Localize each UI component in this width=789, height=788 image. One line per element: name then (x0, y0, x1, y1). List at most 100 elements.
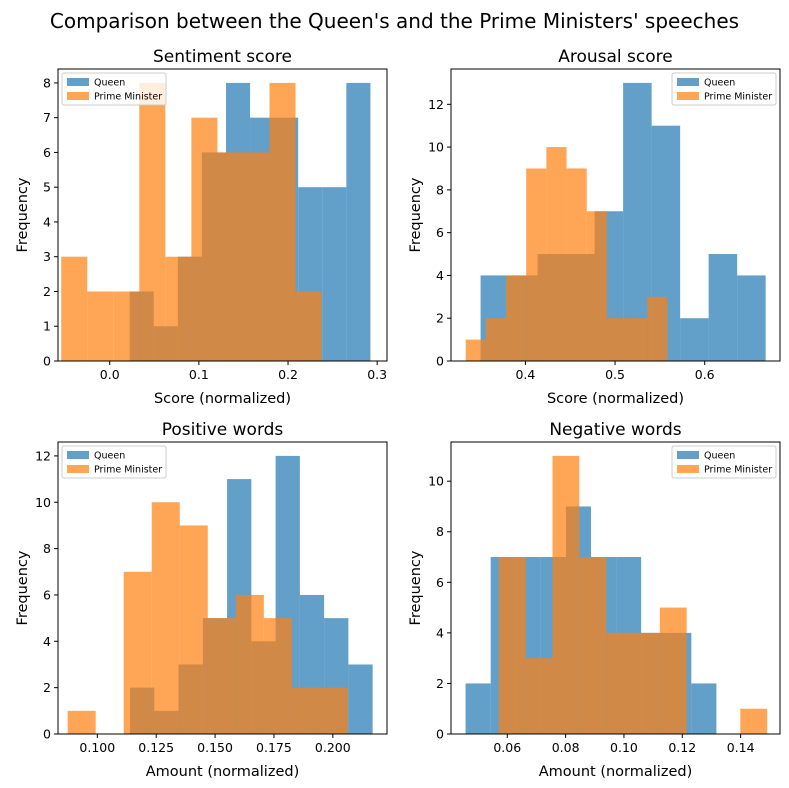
histogram-bar-prime-minister (506, 275, 527, 361)
x-tick-label: 0.08 (552, 740, 580, 755)
x-tick-label: 0.5 (605, 367, 625, 382)
histogram-bar-prime-minister (67, 710, 96, 734)
y-tick-label: 0 (436, 727, 444, 742)
histogram-bar-queen (348, 664, 373, 734)
y-axis-label: Frequency (408, 177, 424, 252)
y-tick-label: 8 (436, 182, 444, 197)
y-tick-label: 10 (35, 495, 51, 510)
histogram-bar-prime-minister (627, 318, 648, 361)
figure-title: Comparison between the Queen's and the P… (50, 9, 739, 33)
x-tick-label: 0.0 (100, 367, 120, 382)
x-axis-label: Score (normalized) (154, 391, 291, 407)
panel-title: Sentiment score (153, 47, 292, 67)
y-tick-label: 0 (43, 354, 51, 369)
y-tick-label: 6 (43, 145, 51, 160)
legend-swatch-queen (677, 78, 699, 86)
panel-title: Arousal score (558, 47, 673, 67)
histogram-bar-prime-minister (526, 168, 547, 361)
y-axis-label: Frequency (15, 550, 31, 625)
histogram-bar-prime-minister (633, 632, 660, 734)
histogram-bar-prime-minister (606, 318, 628, 361)
histogram-bar-prime-minister (465, 339, 486, 361)
histogram-bar-queen (346, 82, 371, 362)
histogram-bar-prime-minister (179, 525, 208, 734)
axes-frame (57, 68, 388, 362)
histogram-bar-prime-minister (552, 455, 580, 734)
histogram-bar-prime-minister (525, 658, 553, 734)
panel-title: Negative words (549, 420, 681, 440)
y-tick-label: 12 (428, 97, 444, 112)
legend-label-prime-minister: Prime Minister (94, 92, 162, 103)
y-tick-label: 8 (436, 524, 444, 539)
legend-label-queen: Queen (94, 78, 125, 89)
histogram-bar-prime-minister (291, 687, 320, 734)
legend-label-prime-minister: Prime Minister (704, 92, 772, 103)
histogram-bar-prime-minister (606, 632, 633, 734)
legend: Queen Prime Minister (61, 72, 167, 106)
legend-swatch-prime-minister (677, 465, 699, 473)
y-tick-label: 4 (436, 268, 444, 283)
chart-panel-1: 0.0 0.1 0.2 0.3 0 1 2 3 4 5 6 7 8 Sentiment score Scor… (15, 47, 388, 407)
histogram-bar-prime-minister (165, 256, 192, 361)
y-tick-label: 8 (43, 541, 51, 556)
x-tick-label: 0.3 (367, 367, 387, 382)
histogram-bar-prime-minister (546, 147, 567, 361)
y-tick-label: 3 (43, 249, 51, 264)
histogram-bar-queen (691, 683, 717, 734)
chart-panel-2: 0.4 0.5 0.6 0 2 4 6 8 10 12 Arousal score Score (no… (408, 47, 781, 407)
histogram-bar-prime-minister (498, 557, 526, 734)
axes-frame (450, 441, 781, 735)
histogram-bar-prime-minister (740, 708, 768, 734)
legend-label-prime-minister: Prime Minister (704, 465, 772, 476)
y-tick-label: 7 (43, 110, 51, 125)
y-tick-label: 4 (43, 214, 51, 229)
histogram-bar-prime-minister (151, 502, 180, 734)
legend-swatch-queen (67, 451, 89, 459)
legend: Queen Prime Minister (671, 445, 777, 479)
y-tick-label: 2 (43, 284, 51, 299)
histogram-bar-prime-minister (217, 152, 244, 361)
histogram-bar-prime-minister (61, 256, 88, 361)
y-tick-label: 6 (436, 575, 444, 590)
y-tick-label: 12 (35, 448, 51, 463)
x-tick-label: 0.6 (695, 367, 715, 382)
y-axis-label: Frequency (15, 177, 31, 252)
y-axis-label: Frequency (408, 550, 424, 625)
histogram-bar-prime-minister (647, 296, 668, 361)
y-tick-label: 2 (436, 311, 444, 326)
axes-frame (57, 441, 388, 735)
histogram-bar-prime-minister (319, 687, 348, 734)
histogram-bar-queen (465, 683, 491, 734)
histogram-bar-prime-minister (87, 291, 114, 361)
x-tick-label: 0.10 (610, 740, 638, 755)
legend-swatch-prime-minister (677, 92, 699, 100)
histogram-bar-prime-minister (123, 571, 152, 734)
histogram-bar-prime-minister (659, 607, 687, 734)
histogram-bar-queen (680, 318, 709, 361)
panel-title: Positive words (162, 420, 284, 440)
x-tick-label: 0.12 (668, 740, 696, 755)
x-tick-label: 0.2 (278, 367, 298, 382)
x-tick-label: 0.4 (515, 367, 535, 382)
x-tick-label: 0.125 (138, 740, 174, 755)
x-tick-label: 0.1 (189, 367, 209, 382)
histogram-bar-prime-minister (207, 618, 236, 734)
chart-panel-3: 0.100 0.125 0.150 0.175 0.200 0 2 4 6 8 10 12 Positi… (15, 420, 388, 780)
x-tick-label: 0.14 (727, 740, 755, 755)
histogram-bar-prime-minister (579, 557, 607, 734)
histogram-bar-queen (737, 275, 766, 361)
histogram-bar-prime-minister (566, 168, 587, 361)
y-tick-label: 5 (43, 180, 51, 195)
chart-panel-4: 0.06 0.08 0.10 0.12 0.14 0 2 4 6 8 10 Negative word… (408, 420, 781, 780)
x-axis-label: Amount (normalized) (146, 764, 299, 780)
y-tick-label: 10 (428, 140, 444, 155)
histogram-bar-prime-minister (485, 318, 507, 361)
y-tick-label: 2 (43, 680, 51, 695)
legend: Queen Prime Minister (671, 72, 777, 106)
y-tick-label: 2 (436, 676, 444, 691)
legend-swatch-queen (67, 78, 89, 86)
y-tick-label: 6 (436, 225, 444, 240)
x-axis-label: Amount (normalized) (539, 764, 692, 780)
legend-label-queen: Queen (704, 78, 735, 89)
